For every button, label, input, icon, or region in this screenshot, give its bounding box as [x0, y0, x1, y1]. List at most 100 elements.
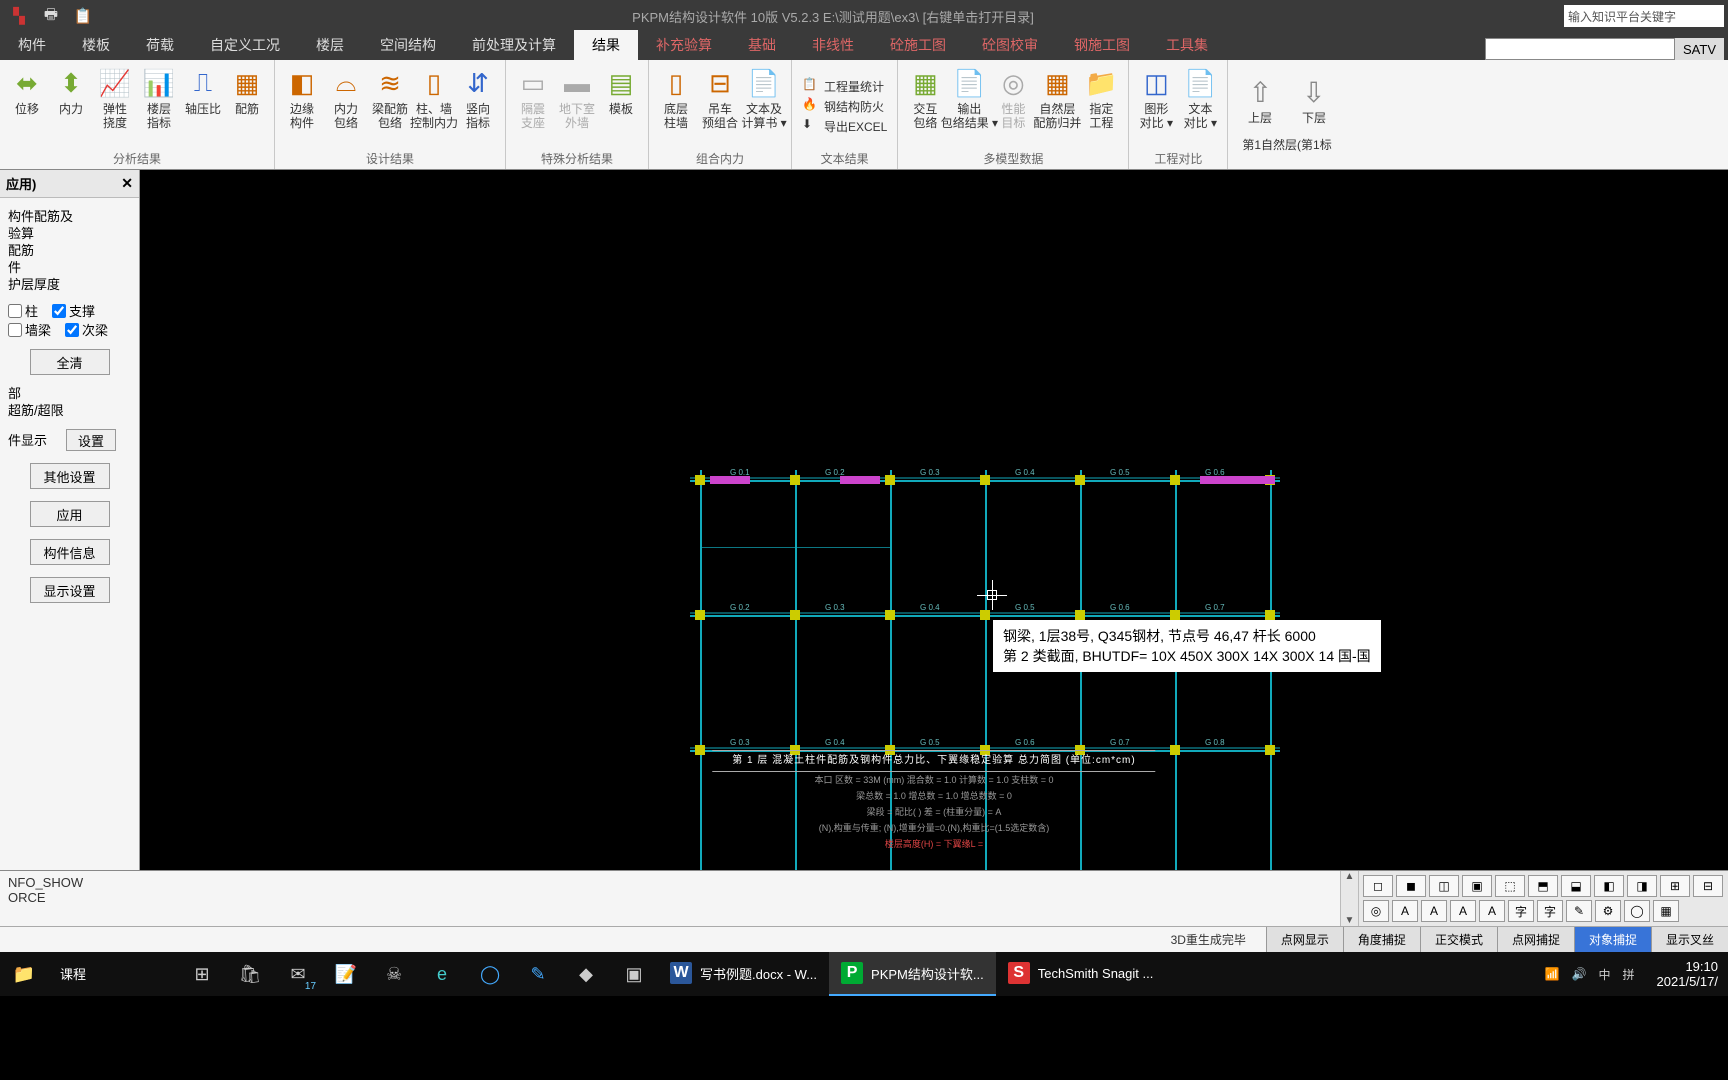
skull-icon[interactable]: ☠ [370, 952, 418, 996]
taskbar-folder[interactable]: 课程 [48, 952, 98, 996]
ribbon-吊车预组合[interactable]: ⊟吊车 预组合 [699, 64, 741, 148]
view-button-3[interactable]: ▣ [1462, 875, 1492, 897]
view-button-17[interactable]: 字 [1537, 900, 1563, 922]
toggle-正交模式[interactable]: 正交模式 [1420, 927, 1497, 952]
view-button-16[interactable]: 字 [1508, 900, 1534, 922]
command-log[interactable]: NFO_SHOW ORCE [0, 871, 1340, 926]
toggle-点网捕捉[interactable]: 点网捕捉 [1497, 927, 1574, 952]
menu-前处理及计算[interactable]: 前处理及计算 [454, 30, 574, 60]
mail-icon[interactable]: ✉17 [274, 952, 322, 996]
floor-up-icon[interactable]: ⇧ [1249, 76, 1272, 109]
app-icon[interactable]: ▚ [10, 7, 28, 25]
view-button-19[interactable]: ⚙ [1595, 900, 1621, 922]
clear-button[interactable]: 全清 [30, 349, 110, 375]
ribbon-文本及计算书▾[interactable]: 📄文本及 计算书 ▾ [743, 64, 785, 148]
menu-工具集[interactable]: 工具集 [1148, 30, 1226, 60]
view-button-6[interactable]: ⬓ [1561, 875, 1591, 897]
ribbon-自然层配筋归并[interactable]: ▦自然层 配筋归并 [1036, 64, 1078, 148]
ribbon-指定工程[interactable]: 📁指定 工程 [1080, 64, 1122, 148]
ribbon-底层柱墙[interactable]: ▯底层 柱墙 [655, 64, 697, 148]
ribbon-模板[interactable]: ▤模板 [600, 64, 642, 148]
pen-icon[interactable]: ✎ [514, 952, 562, 996]
check-次梁[interactable]: 次梁 [65, 320, 108, 339]
other-settings-button[interactable]: 其他设置 [30, 463, 110, 489]
print-icon[interactable]: 🖶 [42, 7, 60, 25]
ribbon-竖向指标[interactable]: ⇵竖向 指标 [457, 64, 499, 148]
ribbon-梁配筋包络[interactable]: ≋梁配筋 包络 [369, 64, 411, 148]
view-button-1[interactable]: ◼ [1396, 875, 1426, 897]
menu-结果[interactable]: 结果 [574, 30, 638, 60]
view-button-20[interactable]: ◯ [1624, 900, 1650, 922]
doc-icon[interactable]: 📋 [74, 7, 92, 25]
view-button-5[interactable]: ⬒ [1528, 875, 1558, 897]
view-button-12[interactable]: A [1392, 900, 1418, 922]
view-button-7[interactable]: ◧ [1594, 875, 1624, 897]
set-button[interactable]: 设置 [66, 429, 116, 451]
ribbon-位移[interactable]: ⬌位移 [6, 64, 48, 148]
menu-砼施工图[interactable]: 砼施工图 [872, 30, 964, 60]
store-icon[interactable]: 🛍 [226, 952, 274, 996]
folder-icon[interactable]: 📁 [0, 952, 48, 996]
ribbon-弹性挠度[interactable]: 📈弹性 挠度 [94, 64, 136, 148]
taskbar-task[interactable]: STechSmith Snagit ... [996, 952, 1166, 996]
view-button-9[interactable]: ⊞ [1660, 875, 1690, 897]
tray-icon[interactable]: 🔊 [1572, 967, 1587, 981]
layer-combo[interactable] [1485, 38, 1675, 60]
apply-button[interactable]: 应用 [30, 501, 110, 527]
view-button-0[interactable]: ◻ [1363, 875, 1393, 897]
view-button-15[interactable]: A [1479, 900, 1505, 922]
task-view-icon[interactable]: ⊞ [178, 952, 226, 996]
menu-基础[interactable]: 基础 [730, 30, 794, 60]
app-icon-1[interactable]: ◆ [562, 952, 610, 996]
toggle-角度捕捉[interactable]: 角度捕捉 [1343, 927, 1420, 952]
menu-砼图校审[interactable]: 砼图校审 [964, 30, 1056, 60]
drawing-canvas[interactable]: G 0.1G 0.2G 0.3G 0.4G 0.5G 0.6G 0.2G 0.3… [140, 170, 1728, 870]
view-button-14[interactable]: A [1450, 900, 1476, 922]
log-scrollbar[interactable]: ▲▼ [1340, 871, 1358, 926]
menu-构件[interactable]: 构件 [0, 30, 64, 60]
view-button-21[interactable]: ▦ [1653, 900, 1679, 922]
ribbon-柱、墙控制内力[interactable]: ▯柱、墙 控制内力 [413, 64, 455, 148]
ribbon-导出EXCEL[interactable]: ⬇导出EXCEL [802, 117, 887, 135]
display-settings-button[interactable]: 显示设置 [30, 577, 110, 603]
floor-down-icon[interactable]: ⇩ [1302, 76, 1325, 109]
component-info-button[interactable]: 构件信息 [30, 539, 110, 565]
ribbon-钢结构防火[interactable]: 🔥钢结构防火 [802, 97, 887, 115]
menu-楼板[interactable]: 楼板 [64, 30, 128, 60]
toggle-显示叉丝[interactable]: 显示叉丝 [1651, 927, 1728, 952]
view-button-10[interactable]: ⊟ [1693, 875, 1723, 897]
view-button-4[interactable]: ⬚ [1495, 875, 1525, 897]
check-支撑[interactable]: 支撑 [52, 301, 95, 320]
check-墙梁[interactable]: 墙梁 [8, 320, 51, 339]
ribbon-内力包络[interactable]: ⌓内力 包络 [325, 64, 367, 148]
menu-自定义工况[interactable]: 自定义工况 [192, 30, 298, 60]
taskbar-task[interactable]: PPKPM结构设计软... [829, 952, 996, 996]
menu-空间结构[interactable]: 空间结构 [362, 30, 454, 60]
satv-button[interactable]: SATV [1675, 38, 1724, 60]
current-floor[interactable]: 第1自然层(第1标 [1242, 136, 1331, 153]
view-button-18[interactable]: ✎ [1566, 900, 1592, 922]
ribbon-边缘构件[interactable]: ◧边缘 构件 [281, 64, 323, 148]
knowledge-search-input[interactable]: 输入知识平台关键字 [1564, 5, 1724, 27]
notes-icon[interactable]: 📝 [322, 952, 370, 996]
tray-icon[interactable]: 拼 [1623, 966, 1635, 983]
view-button-13[interactable]: A [1421, 900, 1447, 922]
cortana-icon[interactable]: ◯ [466, 952, 514, 996]
ribbon-图形对比▾[interactable]: ◫图形 对比 ▾ [1135, 64, 1177, 148]
view-button-2[interactable]: ◫ [1429, 875, 1459, 897]
ribbon-输出包络结果▾[interactable]: 📄输出 包络结果 ▾ [948, 64, 990, 148]
taskbar-task[interactable]: W写书例题.docx - W... [658, 952, 829, 996]
tray-icon[interactable]: 中 [1599, 966, 1611, 983]
toggle-对象捕捉[interactable]: 对象捕捉 [1574, 927, 1651, 952]
check-柱[interactable]: 柱 [8, 301, 38, 320]
ribbon-工程量统计[interactable]: 📋工程量统计 [802, 77, 887, 95]
menu-补充验算[interactable]: 补充验算 [638, 30, 730, 60]
view-button-11[interactable]: ◎ [1363, 900, 1389, 922]
view-button-8[interactable]: ◨ [1627, 875, 1657, 897]
ribbon-配筋[interactable]: ▦配筋 [226, 64, 268, 148]
ribbon-内力[interactable]: ⬍内力 [50, 64, 92, 148]
taskbar-clock[interactable]: 19:10 2021/5/17/ [1647, 959, 1728, 989]
tray-icon[interactable]: 📶 [1545, 967, 1560, 981]
ribbon-文本对比▾[interactable]: 📄文本 对比 ▾ [1179, 64, 1221, 148]
app-icon-2[interactable]: ▣ [610, 952, 658, 996]
